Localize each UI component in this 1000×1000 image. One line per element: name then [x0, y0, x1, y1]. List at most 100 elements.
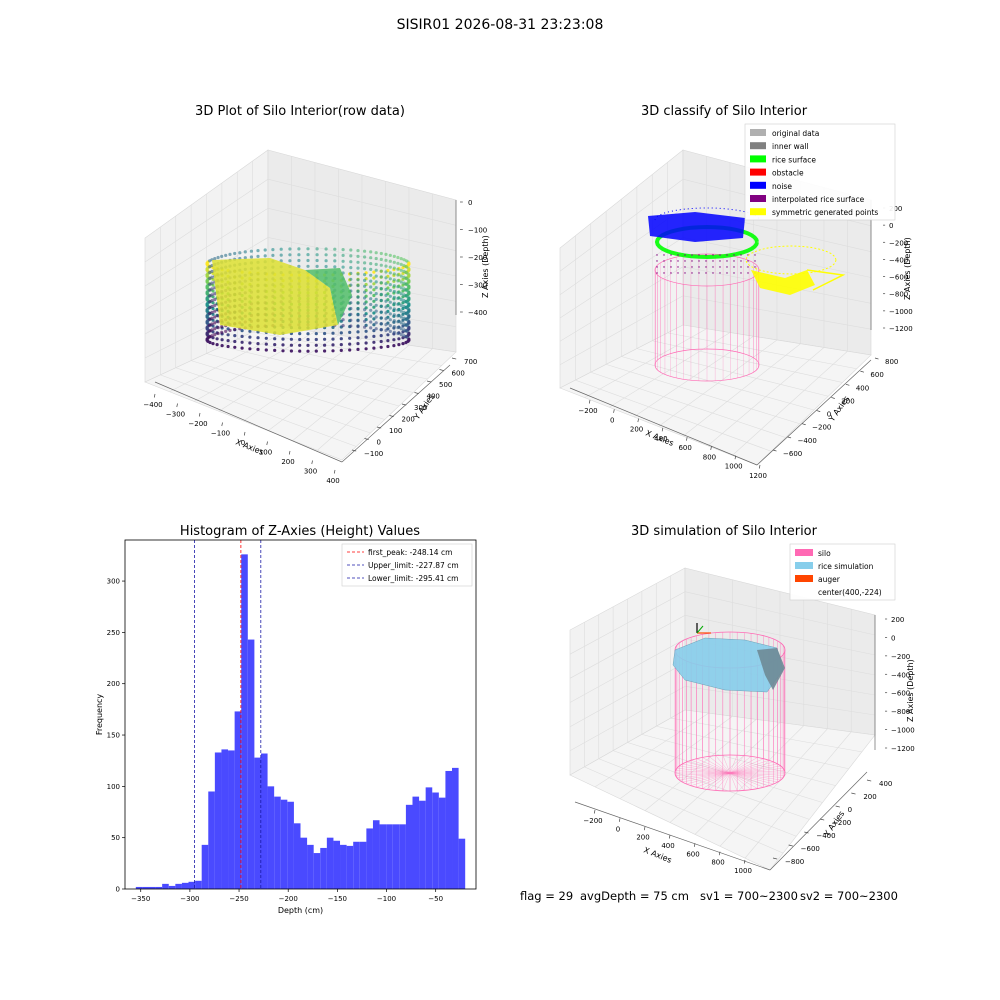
tr-x-axis	[569, 387, 758, 466]
bl-ytick-label: 300	[107, 578, 120, 586]
tl-point	[256, 336, 260, 340]
tl-point	[379, 304, 383, 308]
tl-point	[263, 254, 267, 258]
tl-point	[363, 296, 367, 300]
tl-point	[396, 291, 400, 295]
tl-point	[374, 315, 378, 319]
br-y-tick-label: −800	[785, 858, 804, 866]
tl-point	[213, 321, 217, 325]
tl-point	[306, 258, 310, 263]
tr-interpolated-point	[677, 272, 679, 274]
tr-interpolated-point	[670, 272, 672, 274]
tl-point	[281, 349, 285, 353]
tl-y-tick	[401, 403, 407, 406]
tr-interpolated-point	[691, 272, 693, 274]
tl-point	[388, 300, 392, 304]
tl-point	[379, 298, 383, 302]
tl-point	[379, 251, 383, 256]
tl-point	[379, 263, 383, 267]
tr-z-tick-label: −200	[889, 239, 908, 247]
tl-point	[349, 271, 353, 275]
bl-bar	[340, 844, 347, 889]
br-x-tick	[693, 843, 696, 847]
tl-x-tick-label: 0	[241, 439, 245, 447]
tl-point	[372, 334, 376, 338]
tl-point	[374, 309, 378, 313]
tl-x-tick-label: 100	[259, 449, 272, 457]
tl-point	[379, 281, 383, 285]
tl-point	[396, 273, 400, 277]
tr-legend-label: symmetric generated points	[772, 208, 878, 217]
tl-y-tick	[351, 449, 357, 452]
tl-grid	[144, 178, 457, 263]
tr-y-tick-label: −600	[783, 450, 802, 458]
tl-x-tick-label: 300	[304, 468, 317, 476]
tl-point	[356, 254, 360, 258]
tl-point	[323, 337, 327, 341]
tr-interpolated-point	[726, 260, 728, 262]
tl-point	[372, 293, 376, 298]
bl-legend-label: Lower_limit: -295.41 cm	[368, 574, 458, 583]
tl-point	[341, 318, 345, 322]
tl-y-tick-label: 400	[427, 393, 440, 401]
tl-point	[339, 331, 343, 335]
tl-point	[256, 254, 260, 258]
tr-interpolated-point	[691, 260, 693, 262]
tl-point	[384, 328, 388, 332]
tr-x-tick	[734, 455, 737, 460]
tl-point	[211, 342, 215, 346]
tl-point	[404, 335, 408, 339]
tl-point	[399, 268, 403, 272]
tl-point	[339, 343, 343, 347]
br-grid	[569, 638, 876, 703]
br-y-axis	[769, 771, 868, 871]
tl-point	[210, 299, 214, 303]
tl-point	[233, 327, 237, 332]
bl-ytick-label: 200	[107, 680, 120, 688]
tl-point	[213, 309, 217, 313]
tl-point	[392, 307, 396, 311]
bl-bar	[221, 749, 229, 889]
tl-point	[396, 296, 400, 300]
tl-y-tick-label: 100	[389, 427, 402, 435]
tr-x-tick-label: 400	[654, 435, 667, 443]
tr-y-tick	[802, 423, 806, 426]
tr-y-axis	[756, 359, 872, 466]
br-silo-spoke	[729, 757, 758, 774]
tl-point	[388, 312, 392, 316]
tr-x-tick	[758, 464, 761, 469]
tl-point	[363, 302, 367, 306]
tr-interpolated-point	[733, 266, 735, 268]
tl-point	[349, 248, 353, 252]
tl-point	[392, 301, 396, 305]
tr-z-tick-label: 0	[889, 222, 893, 230]
tl-point	[333, 253, 337, 257]
bl-bar	[247, 639, 255, 889]
tr-interpolated-point	[705, 272, 707, 274]
tr-legend-swatch	[750, 129, 766, 136]
tl-point	[297, 247, 301, 251]
tl-point	[404, 259, 408, 263]
tl-point	[248, 341, 252, 345]
tl-point	[379, 345, 383, 349]
tl-point	[392, 313, 396, 317]
tr-x-tick	[588, 399, 591, 404]
tr-interpolated-point	[698, 272, 700, 274]
tl-y-tick-label: 500	[439, 381, 452, 389]
tl-point	[374, 268, 378, 272]
tr-interpolated-point	[747, 272, 749, 274]
tl-zlabel: Z Axies (Depth)	[481, 235, 490, 298]
tl-point	[384, 252, 388, 256]
tl-point	[369, 314, 373, 318]
tl-point	[273, 348, 277, 352]
br-grid	[641, 734, 836, 786]
tl-y-tick-label: 0	[377, 439, 381, 447]
br-legend-label: silo	[818, 549, 831, 558]
tl-point	[397, 337, 401, 341]
tr-y-tick-label: 600	[870, 371, 883, 379]
tl-grid	[317, 348, 433, 451]
tr-interpolated-point	[677, 260, 679, 262]
bl-xtick-label: −300	[180, 895, 199, 903]
tr-interpolated-point	[740, 260, 742, 262]
tl-point	[331, 325, 335, 329]
